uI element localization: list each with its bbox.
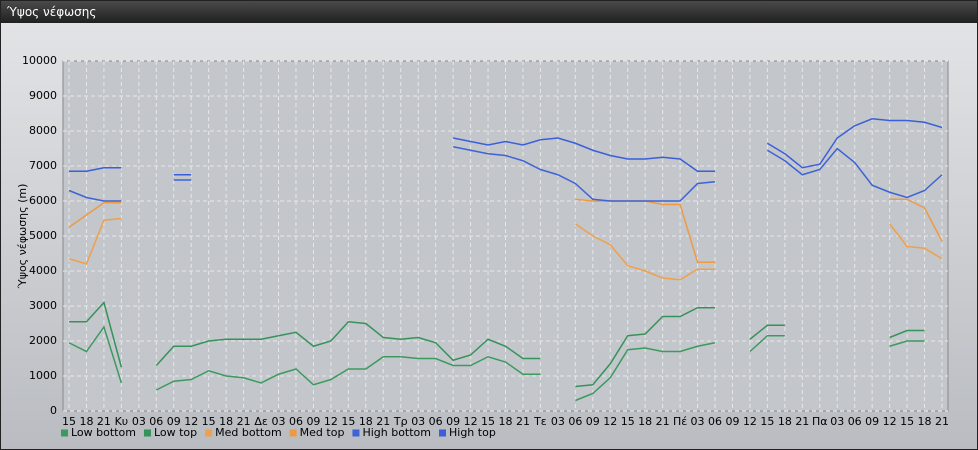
series-line — [68, 325, 925, 402]
x-tick-label: 09 — [167, 415, 181, 428]
y-axis-label: Ύψος νέφωσης (m) — [16, 184, 29, 290]
legend-swatch — [143, 429, 151, 437]
legend-label: Low top — [154, 426, 197, 439]
legend-swatch — [289, 429, 297, 437]
x-tick-label: 12 — [184, 415, 198, 428]
x-tick-label: 06 — [289, 415, 303, 428]
x-tick-label: 15 — [481, 415, 495, 428]
x-tick-label: 18 — [219, 415, 233, 428]
y-tick-label: 10000 — [22, 54, 57, 67]
y-tick-label: 1000 — [29, 369, 57, 382]
legend-label: Low bottom — [71, 426, 136, 439]
x-tick-label: 15 — [760, 415, 774, 428]
legend-swatch — [352, 429, 360, 437]
x-tick-label: 03 — [411, 415, 425, 428]
x-tick-label: 15 — [202, 415, 216, 428]
series-line — [69, 300, 925, 388]
legend-label: High bottom — [362, 426, 431, 439]
x-tick-label: 12 — [743, 415, 757, 428]
legend-label: Med top — [300, 426, 345, 439]
x-tick-label: 12 — [464, 415, 478, 428]
x-tick-label: 18 — [638, 415, 652, 428]
x-tick-label: Δε — [254, 415, 268, 428]
x-tick-label: 03 — [132, 415, 146, 428]
x-tick-label: 21 — [237, 415, 251, 428]
y-tick-label: 9000 — [29, 89, 57, 102]
x-tick-label: 21 — [935, 415, 949, 428]
y-tick-label: 4000 — [29, 264, 57, 277]
x-tick-label: 03 — [830, 415, 844, 428]
x-tick-label: 21 — [516, 415, 530, 428]
x-tick-label: 15 — [621, 415, 635, 428]
legend-swatch — [205, 429, 213, 437]
series-line — [68, 146, 943, 202]
legend-label: High top — [449, 426, 496, 439]
x-tick-label: 03 — [551, 415, 565, 428]
x-tick-label: 09 — [306, 415, 320, 428]
y-tick-label: 5000 — [29, 229, 57, 242]
x-tick-label: 09 — [725, 415, 739, 428]
x-tick-label: 21 — [97, 415, 111, 428]
legend-swatch — [61, 429, 68, 437]
legend-label: Med bottom — [215, 426, 282, 439]
x-tick-label: 21 — [656, 415, 670, 428]
x-tick-label: 06 — [429, 415, 443, 428]
x-tick-label: 18 — [79, 415, 93, 428]
y-tick-label: 8000 — [29, 124, 57, 137]
x-tick-label: 03 — [272, 415, 286, 428]
x-tick-label: 12 — [883, 415, 897, 428]
series-line — [69, 117, 943, 176]
x-tick-label: 09 — [865, 415, 879, 428]
x-tick-label: 12 — [324, 415, 338, 428]
x-tick-label: 06 — [149, 415, 163, 428]
x-tick-label: Κυ — [115, 415, 129, 428]
x-tick-label: 21 — [795, 415, 809, 428]
x-tick-label: 18 — [359, 415, 373, 428]
x-tick-label: 18 — [778, 415, 792, 428]
x-tick-label: 15 — [62, 415, 76, 428]
x-tick-label: 09 — [446, 415, 460, 428]
legend-swatch — [439, 429, 446, 437]
y-tick-label: 3000 — [29, 299, 57, 312]
x-tick-label: 06 — [848, 415, 862, 428]
x-tick-label: 15 — [900, 415, 914, 428]
x-tick-label: 09 — [586, 415, 600, 428]
x-tick-label: 18 — [499, 415, 513, 428]
y-tick-label: 6000 — [29, 194, 57, 207]
y-tick-label: 7000 — [29, 159, 57, 172]
x-tick-label: 06 — [568, 415, 582, 428]
x-tick-label: Πα — [812, 415, 828, 428]
x-tick-label: 03 — [691, 415, 705, 428]
title-bar: Ύψος νέφωσης — [1, 1, 977, 23]
x-tick-label: Τε — [533, 415, 547, 428]
x-tick-label: 21 — [376, 415, 390, 428]
y-tick-label: 0 — [50, 404, 57, 417]
y-tick-label: 2000 — [29, 334, 57, 347]
x-tick-label: 06 — [708, 415, 722, 428]
x-tick-label: 12 — [603, 415, 617, 428]
x-tick-label: Πέ — [673, 415, 687, 428]
x-tick-label: 15 — [341, 415, 355, 428]
chart: 0 1000 2000 3000 4000 5000 6000 7000 8000 9000 100… — [16, 54, 949, 439]
series-line — [68, 217, 943, 281]
x-tick-label: 18 — [918, 415, 932, 428]
x-tick-label: Τρ — [393, 415, 408, 428]
